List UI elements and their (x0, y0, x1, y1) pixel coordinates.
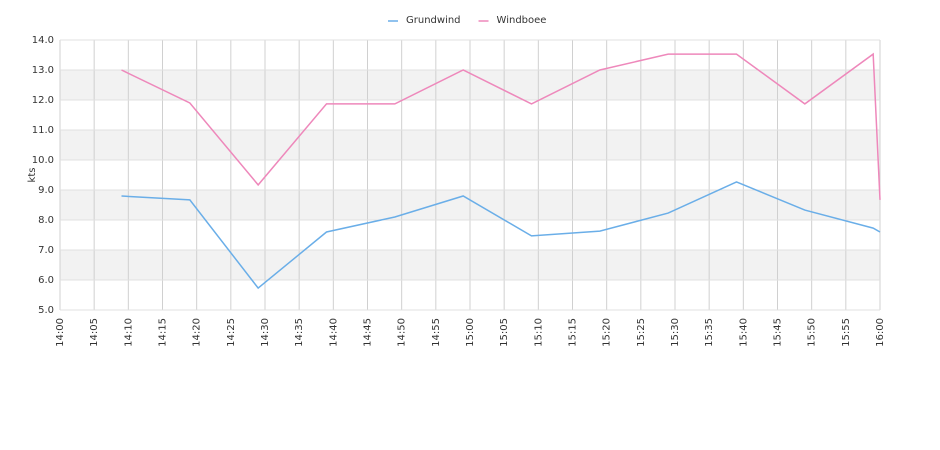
x-tick-label: 15:15 (568, 318, 579, 347)
x-tick-label: 15:35 (704, 318, 715, 347)
y-tick-label: 7.0 (38, 245, 54, 256)
x-tick-label: 15:30 (670, 318, 681, 347)
x-tick-label: 14:40 (328, 318, 339, 347)
y-axis-label: kts (27, 168, 38, 183)
x-tick-label: 14:15 (158, 318, 169, 347)
x-tick-label: 15:10 (533, 318, 544, 347)
x-tick-label: 16:00 (875, 318, 886, 347)
y-tick-label: 6.0 (38, 275, 54, 286)
x-tick-label: 15:45 (773, 318, 784, 347)
legend-label: Grundwind (406, 15, 461, 26)
x-tick-label: 15:50 (807, 318, 818, 347)
y-tick-label: 8.0 (38, 215, 54, 226)
y-tick-label: 10.0 (32, 155, 54, 166)
y-tick-label: 12.0 (32, 95, 54, 106)
x-tick-label: 15:40 (738, 318, 749, 347)
series-line (121, 52, 881, 200)
x-tick-label: 14:55 (431, 318, 442, 347)
x-tick-label: 14:35 (294, 318, 305, 347)
x-tick-label: 14:05 (89, 318, 100, 347)
x-tick-label: 14:45 (363, 318, 374, 347)
x-tick-label: 14:50 (397, 318, 408, 347)
y-tick-label: 9.0 (38, 185, 54, 196)
x-tick-label: 14:25 (226, 318, 237, 347)
x-tick-label: 15:20 (602, 318, 613, 347)
x-tick-label: 14:30 (260, 318, 271, 347)
x-tick-label: 15:00 (465, 318, 476, 347)
x-tick-label: 14:00 (55, 318, 66, 347)
x-tick-label: 14:20 (192, 318, 203, 347)
y-tick-label: 5.0 (38, 305, 54, 316)
x-tick-label: 15:55 (841, 318, 852, 347)
series-line (121, 181, 881, 290)
x-tick-label: 15:05 (499, 318, 510, 347)
x-tick-label: 14:10 (123, 318, 134, 347)
legend-label: Windboee (497, 15, 547, 26)
y-tick-label: 13.0 (32, 65, 54, 76)
y-tick-label: 14.0 (32, 35, 54, 46)
x-tick-label: 15:25 (636, 318, 647, 347)
y-tick-label: 11.0 (32, 125, 54, 136)
